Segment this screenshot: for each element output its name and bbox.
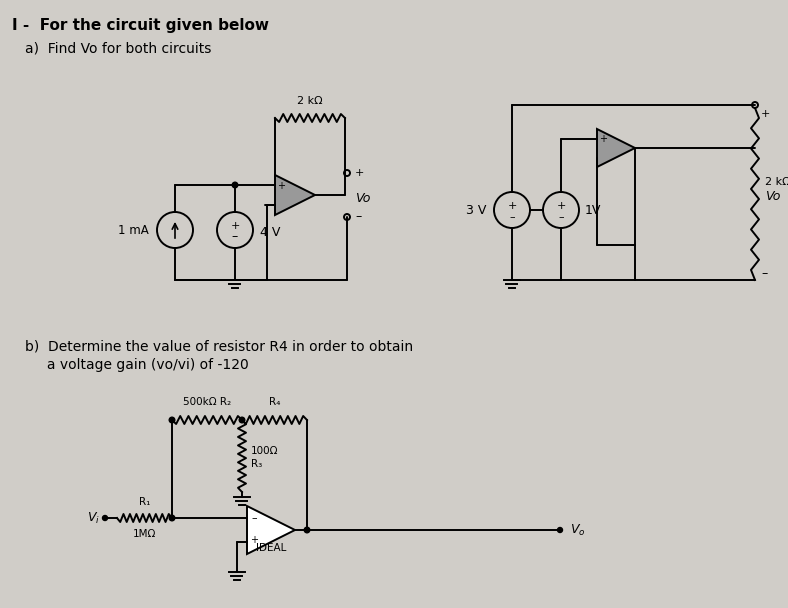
Text: Vo: Vo <box>355 192 370 204</box>
Polygon shape <box>247 506 295 554</box>
Text: $V_i$: $V_i$ <box>87 511 100 525</box>
Text: $V_o$: $V_o$ <box>570 522 585 537</box>
Text: –: – <box>761 268 768 280</box>
Text: –: – <box>232 230 238 243</box>
Circle shape <box>169 515 175 521</box>
Text: 3 V: 3 V <box>466 204 486 216</box>
Text: R₁: R₁ <box>139 497 151 507</box>
Circle shape <box>240 417 245 423</box>
Circle shape <box>557 528 563 533</box>
Text: 1MΩ: 1MΩ <box>133 529 156 539</box>
Text: Vo: Vo <box>765 190 780 204</box>
Circle shape <box>102 516 107 520</box>
Text: 4 V: 4 V <box>260 226 281 238</box>
Text: R₄: R₄ <box>269 397 281 407</box>
Text: b)  Determine the value of resistor R4 in order to obtain: b) Determine the value of resistor R4 in… <box>25 340 413 354</box>
Text: –: – <box>355 210 361 224</box>
Text: a)  Find Vo for both circuits: a) Find Vo for both circuits <box>25 42 211 56</box>
Text: –: – <box>251 513 257 523</box>
Text: I -  For the circuit given below: I - For the circuit given below <box>12 18 269 33</box>
Text: R₃: R₃ <box>251 459 262 469</box>
Text: 2 kΩ: 2 kΩ <box>765 177 788 187</box>
Circle shape <box>304 527 310 533</box>
Text: +: + <box>761 109 771 119</box>
Text: –: – <box>509 212 515 222</box>
Text: +: + <box>277 181 285 191</box>
Text: 1V: 1V <box>585 204 601 216</box>
Text: a voltage gain (vo/vi) of -120: a voltage gain (vo/vi) of -120 <box>25 358 249 372</box>
Text: +: + <box>230 221 240 231</box>
Text: 500kΩ R₂: 500kΩ R₂ <box>183 397 231 407</box>
Text: IDEAL: IDEAL <box>256 543 286 553</box>
Text: 100Ω: 100Ω <box>251 446 278 456</box>
Text: 2 kΩ: 2 kΩ <box>297 96 323 106</box>
Text: +: + <box>556 201 566 211</box>
Text: +: + <box>250 535 258 545</box>
Circle shape <box>169 417 175 423</box>
Text: –: – <box>558 212 563 222</box>
Text: +: + <box>355 168 364 178</box>
Polygon shape <box>275 175 315 215</box>
Polygon shape <box>597 129 635 167</box>
Text: 1 mA: 1 mA <box>118 224 149 237</box>
Text: +: + <box>599 134 607 145</box>
Text: +: + <box>507 201 517 211</box>
Circle shape <box>232 182 238 188</box>
